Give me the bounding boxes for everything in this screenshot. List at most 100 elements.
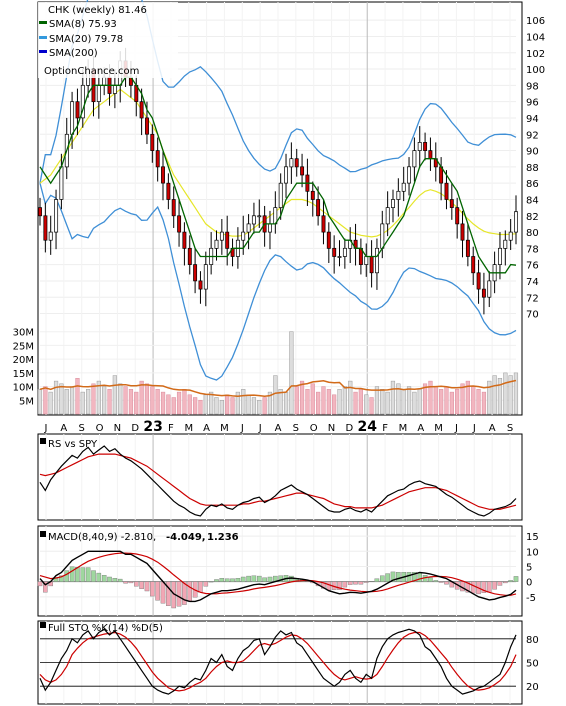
candle-body — [375, 247, 379, 274]
candle-body — [423, 142, 428, 151]
macd-histogram-bar — [69, 566, 75, 582]
volume-bar — [144, 383, 150, 415]
macd-histogram-bar — [224, 578, 230, 582]
x-month-label: O — [96, 423, 104, 434]
volume-bar — [332, 394, 337, 415]
rs-line — [39, 445, 517, 517]
volume-bar — [150, 386, 155, 415]
volume-bar — [48, 391, 53, 415]
volume-bar — [321, 386, 326, 415]
macd-histogram-bar — [176, 581, 182, 607]
candle-body — [182, 231, 187, 249]
macd-histogram-bar — [240, 576, 246, 582]
rs-panel-frame — [37, 433, 523, 521]
x-month-label: J — [454, 423, 458, 434]
candle-body — [177, 215, 182, 233]
sto-tick-label: 50 — [526, 659, 539, 670]
volume-bar — [342, 386, 347, 415]
sma200-legend-swatch — [39, 50, 47, 53]
candle-body — [508, 231, 513, 241]
volume-bar — [487, 380, 492, 415]
candle-body — [364, 256, 369, 265]
candle-body — [412, 150, 417, 168]
candle-body — [460, 223, 465, 241]
macd-value-3: 1.236 — [207, 532, 239, 543]
volume-bar — [460, 383, 465, 415]
macd-histogram-bar — [438, 581, 444, 583]
candle-body — [326, 231, 331, 249]
macd-tick-label: 5 — [526, 562, 532, 573]
volume-bar — [128, 389, 134, 415]
volume-bar — [503, 372, 508, 415]
macd-histogram-bar — [219, 578, 225, 582]
sma8-legend-swatch — [39, 21, 47, 24]
candle-body — [428, 150, 433, 160]
candle-body — [332, 247, 337, 257]
macd-histogram-bar — [139, 581, 144, 589]
macd-histogram-bar — [251, 575, 257, 582]
macd-histogram-bar — [347, 581, 353, 585]
volume-bar — [294, 386, 299, 415]
volume-bar — [283, 391, 289, 415]
macd-tick-label: 15 — [526, 532, 539, 543]
volume-bar — [187, 394, 192, 415]
volume-bars — [37, 331, 519, 415]
macd-histogram-bar — [117, 578, 123, 582]
volume-bar — [358, 389, 363, 415]
macd-tick-label: 0 — [526, 578, 532, 589]
volume-bar — [182, 389, 187, 415]
price-tick-label: 102 — [526, 49, 545, 60]
candle-body — [321, 215, 326, 233]
volume-average-line — [39, 379, 517, 397]
price-tick-label: 104 — [526, 32, 545, 43]
volume-y-axis: 5M 10M 15M 20M 25M 30M — [13, 328, 516, 407]
rs-legend-swatch — [40, 438, 46, 444]
volume-bar — [176, 391, 182, 415]
volume-bar — [348, 380, 353, 415]
candle-body — [155, 150, 160, 168]
macd-histogram-bar — [396, 572, 401, 582]
volume-bar — [369, 397, 374, 415]
candle-body — [59, 166, 64, 200]
candle-body — [316, 199, 321, 217]
candle-body — [465, 239, 470, 257]
candle-body — [171, 199, 176, 217]
volume-bar — [401, 389, 406, 415]
macd-histogram-bar — [112, 578, 118, 582]
macd-histogram-bar — [75, 567, 80, 582]
price-tick-label: 84 — [526, 195, 539, 206]
volume-bar — [91, 383, 96, 415]
candle-body — [193, 264, 198, 282]
candle-body — [300, 166, 305, 176]
x-month-label: A — [489, 423, 496, 434]
macd-histogram-bar — [390, 571, 396, 582]
rs-average-line — [39, 453, 517, 510]
macd-histogram-bar — [160, 581, 166, 604]
legend-sma200: SMA(200) — [49, 48, 98, 59]
price-tick-label: 80 — [526, 228, 539, 239]
candle-body — [38, 207, 42, 217]
candle-body — [48, 231, 53, 241]
macd-histogram-bar — [37, 581, 43, 587]
x-month-label: M — [434, 423, 443, 434]
macd-histogram-bar — [262, 577, 267, 582]
candle-body — [401, 182, 406, 192]
legend-sma8: SMA(8) 75.93 — [49, 19, 117, 30]
macd-histogram-bar — [149, 581, 155, 597]
candle-body — [337, 256, 342, 258]
sma8-line — [39, 76, 517, 274]
price-tick-label: 78 — [526, 244, 539, 255]
macd-histogram-bar — [155, 581, 160, 601]
volume-bar — [374, 386, 380, 415]
macd-histogram-bar — [107, 576, 112, 582]
volume-bar — [481, 391, 487, 415]
volume-bar — [476, 389, 481, 415]
candle-body — [396, 190, 401, 200]
volume-bar — [380, 389, 385, 415]
macd-histogram-bar — [187, 581, 193, 602]
candle-body — [43, 215, 48, 241]
volume-bar — [102, 386, 107, 415]
macd-histogram-bar — [208, 581, 214, 583]
x-year-label: 23 — [143, 419, 162, 435]
